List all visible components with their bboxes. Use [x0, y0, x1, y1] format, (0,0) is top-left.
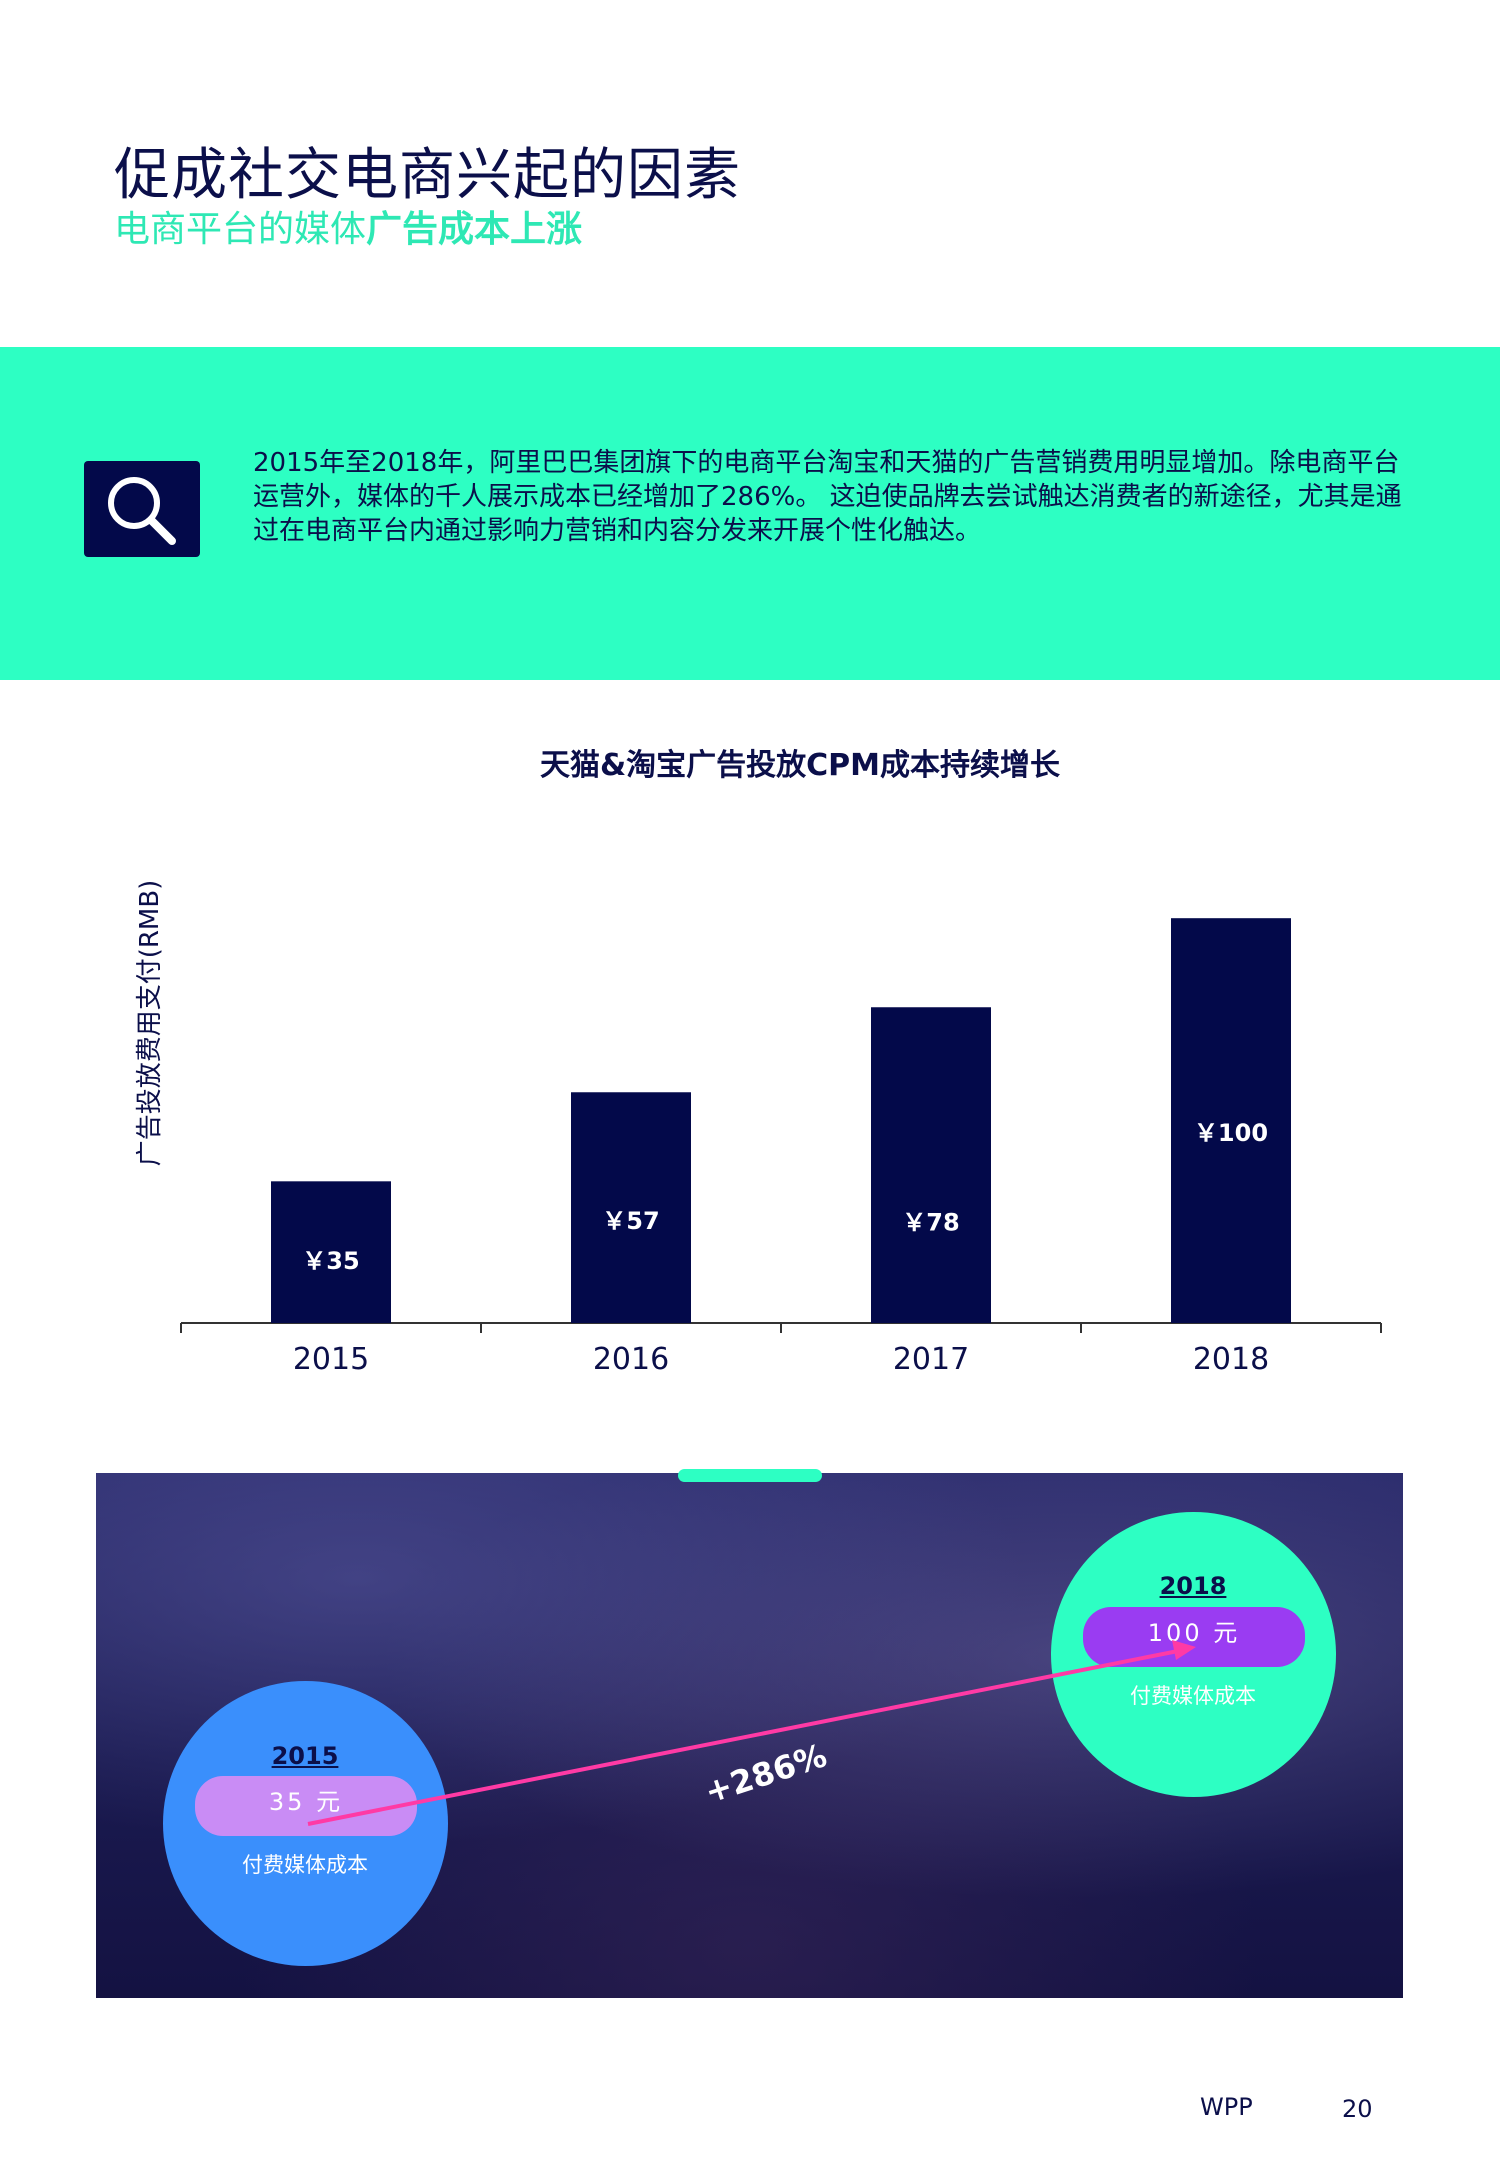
year-label-2015: 2015: [271, 1742, 339, 1770]
chart-title: 天猫&淘宝广告投放CPM成本持续增长: [539, 748, 1061, 783]
page-number: 20: [1342, 2095, 1373, 2123]
bar-2015: [271, 1181, 391, 1323]
x-tick-label-2018: 2018: [1193, 1342, 1269, 1377]
bar-chart: 广告投放费用支付(RMB) ￥35 2015 ￥57 2016 ￥78 2017 ￥100 20…: [135, 880, 1382, 1377]
value-pill-2018: 100 元: [1083, 1607, 1305, 1667]
note-2018: 付费媒体成本: [1130, 1684, 1256, 1708]
bar-2016: [571, 1092, 691, 1323]
search-icon: [84, 461, 200, 557]
bar-2018: [1171, 918, 1291, 1323]
page-subtitle: 电商平台的媒体广告成本上涨: [114, 200, 582, 252]
page-title: 促成社交电商兴起的因素: [114, 143, 741, 208]
data-label-2018: ￥100: [1194, 1119, 1268, 1147]
summary-band: [0, 347, 1500, 680]
value-pill-2015: 35 元: [195, 1776, 417, 1836]
y-axis-label: 广告投放费用支付(RMB): [135, 880, 165, 1167]
footer-brand: WPP: [1200, 2093, 1253, 2121]
year-label-2018: 2018: [1159, 1572, 1227, 1600]
x-tick-label-2016: 2016: [593, 1342, 669, 1377]
bar-2017: [871, 1007, 991, 1323]
subtitle-bold: 广告成本上涨: [366, 209, 583, 250]
data-label-2017: ￥78: [902, 1208, 959, 1236]
x-tick-label-2017: 2017: [893, 1342, 969, 1377]
note-2015: 付费媒体成本: [242, 1853, 368, 1877]
photo-tab-accent: [678, 1469, 822, 1482]
summary-text: 2015年至2018年，阿里巴巴集团旗下的电商平台淘宝和天猫的广告营销费用明显增…: [253, 448, 1402, 546]
subtitle-normal: 电商平台的媒体: [114, 209, 367, 250]
x-tick-label-2015: 2015: [293, 1342, 369, 1377]
data-label-2016: ￥57: [602, 1207, 659, 1235]
data-label-2015: ￥35: [302, 1247, 359, 1275]
